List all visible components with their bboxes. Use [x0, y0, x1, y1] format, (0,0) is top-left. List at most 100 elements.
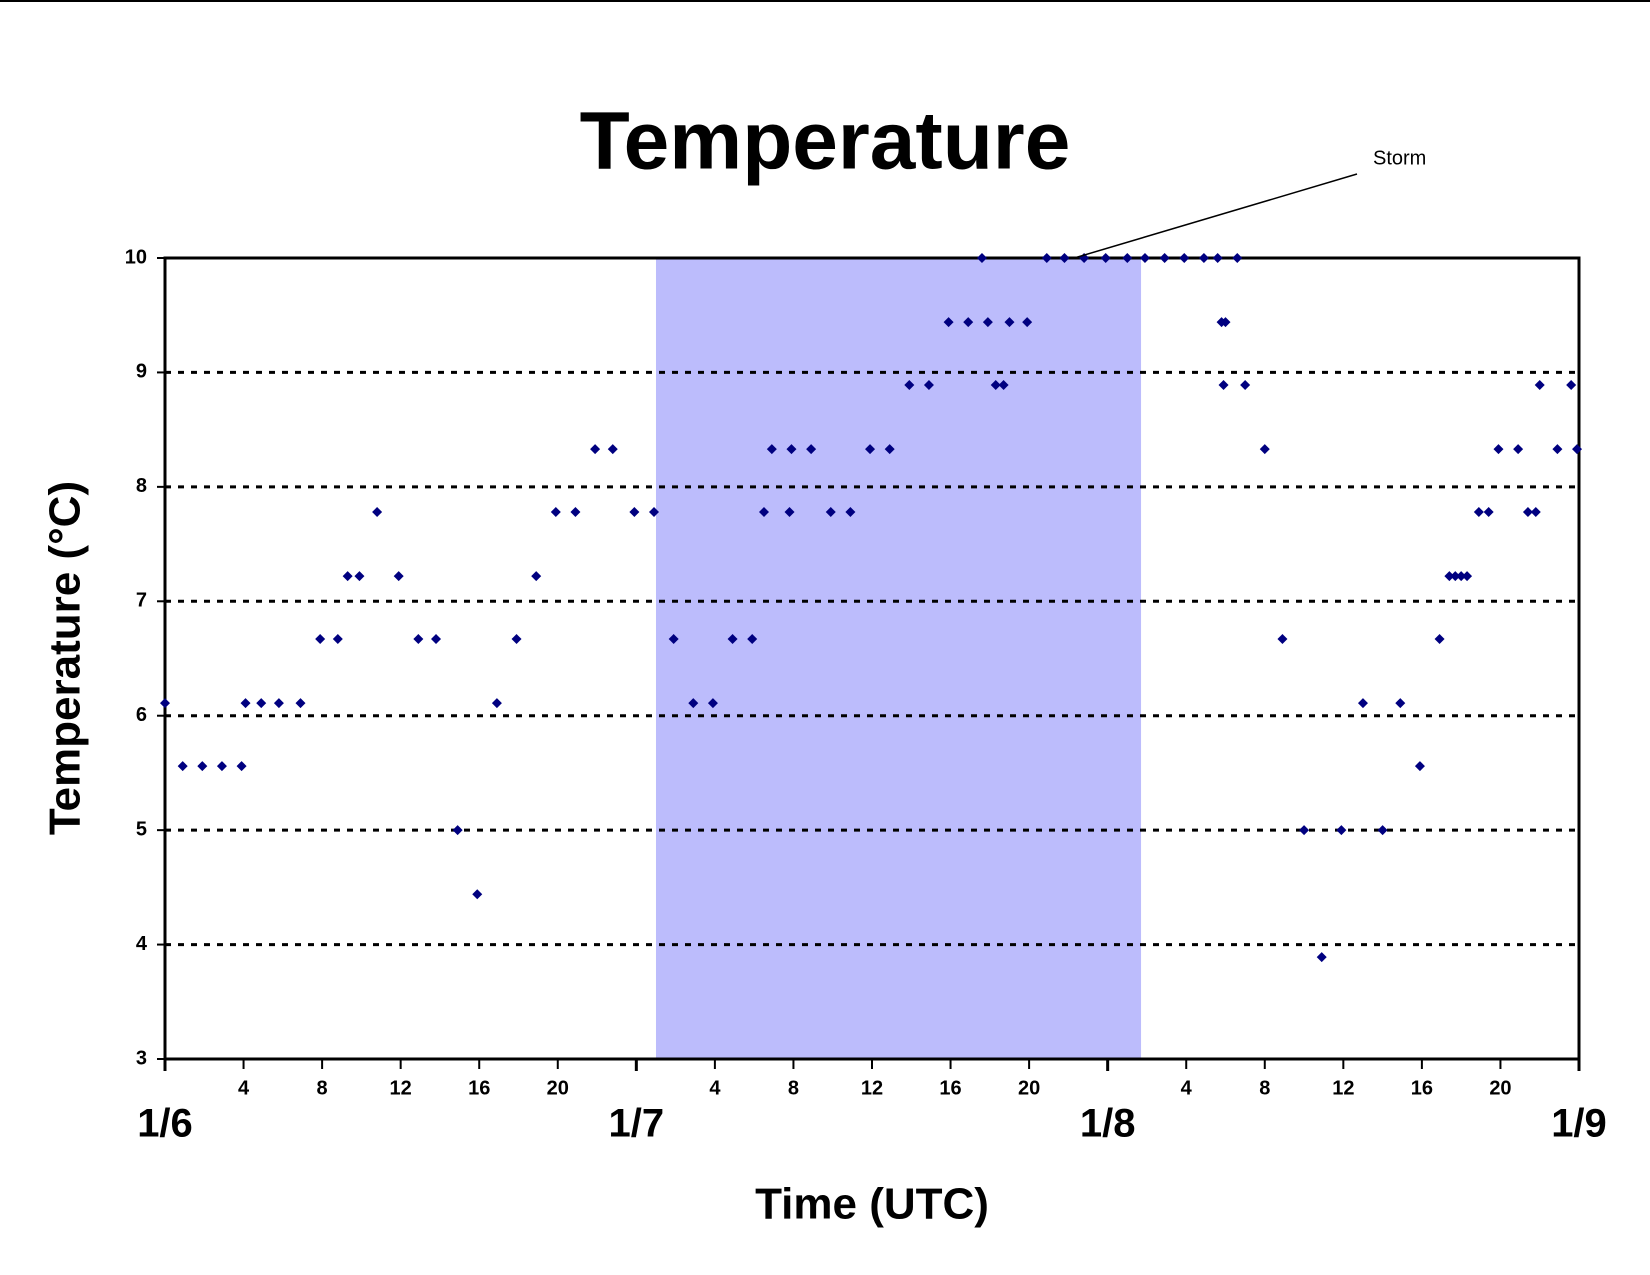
point: [1022, 317, 1033, 328]
point: [511, 634, 522, 645]
point: [1434, 634, 1445, 645]
point: [707, 698, 718, 709]
point: [727, 634, 738, 645]
point: [784, 507, 795, 518]
x-tick-label: 20: [1489, 1077, 1511, 1099]
point: [1218, 380, 1229, 391]
point: [332, 634, 343, 645]
y-tick-label: 7: [136, 590, 147, 612]
point: [1316, 952, 1327, 963]
point: [998, 380, 1009, 391]
point: [472, 889, 483, 900]
point: [1513, 444, 1524, 455]
point: [590, 444, 601, 455]
x-tick-label: 16: [1411, 1077, 1433, 1099]
point: [976, 253, 987, 263]
point: [1566, 380, 1577, 391]
point: [786, 444, 797, 455]
point: [393, 571, 404, 582]
x-axis-title: Time (UTC): [755, 1180, 989, 1229]
point: [884, 444, 895, 455]
x-tick-label: 8: [1259, 1077, 1270, 1099]
point: [1232, 253, 1243, 263]
point: [570, 507, 581, 518]
point: [1572, 444, 1583, 455]
point: [1198, 253, 1209, 263]
point: [1159, 253, 1170, 263]
x-tick-label: 12: [390, 1077, 412, 1099]
point: [315, 634, 326, 645]
point: [1277, 634, 1288, 645]
point: [1377, 825, 1388, 836]
x-tick-label: 12: [861, 1077, 883, 1099]
point: [1414, 761, 1425, 772]
point: [1395, 698, 1406, 709]
point: [1456, 571, 1467, 582]
point: [1100, 253, 1111, 263]
y-tick-label: 4: [136, 933, 148, 955]
x-tick-label: 4: [238, 1077, 250, 1099]
annotation-label: Storm: [1373, 147, 1426, 169]
x-tick-label: 4: [1181, 1077, 1193, 1099]
point: [1522, 507, 1533, 518]
x-tick-label: 20: [547, 1077, 569, 1099]
point: [273, 698, 284, 709]
point: [1004, 317, 1015, 328]
date-label: 1/6: [137, 1102, 193, 1146]
point: [1462, 571, 1473, 582]
point: [216, 761, 227, 772]
x-tick-label: 16: [468, 1077, 490, 1099]
chart-title: Temperature: [580, 96, 1071, 187]
y-tick-label: 9: [136, 361, 147, 383]
point: [1336, 825, 1347, 836]
point: [372, 507, 383, 518]
date-label: 1/9: [1551, 1102, 1607, 1146]
point: [177, 761, 188, 772]
point: [413, 634, 424, 645]
date-label: 1/8: [1080, 1102, 1136, 1146]
point: [629, 507, 640, 518]
point: [1552, 444, 1563, 455]
point: [1299, 825, 1310, 836]
y-tick-label: 10: [125, 246, 147, 268]
x-tick-label: 16: [939, 1077, 961, 1099]
point: [766, 444, 777, 455]
point: [904, 380, 915, 391]
point: [1179, 253, 1190, 263]
point: [1212, 253, 1223, 263]
point: [240, 698, 251, 709]
point: [1530, 507, 1541, 518]
point: [963, 317, 974, 328]
point: [1473, 507, 1484, 518]
point: [452, 825, 463, 836]
point: [342, 571, 353, 582]
point: [1493, 444, 1504, 455]
x-tick-label: 8: [788, 1077, 799, 1099]
plot-border: [163, 256, 1581, 1061]
point: [943, 317, 954, 328]
point: [982, 317, 993, 328]
point: [1450, 571, 1461, 582]
point: [550, 507, 561, 518]
point: [1240, 380, 1251, 391]
point: [491, 698, 502, 709]
point: [758, 507, 769, 518]
x-tick-label: 12: [1332, 1077, 1354, 1099]
point: [1357, 698, 1368, 709]
point: [688, 698, 699, 709]
point: [923, 380, 934, 391]
point: [295, 698, 306, 709]
point: [1220, 317, 1231, 328]
y-tick-label: 8: [136, 475, 147, 497]
point: [1041, 253, 1052, 263]
point: [990, 380, 1001, 391]
x-tick-label: 4: [709, 1077, 721, 1099]
point: [1139, 253, 1150, 263]
point: [825, 507, 836, 518]
y-tick-label: 5: [136, 818, 147, 840]
y-tick-label: 6: [136, 704, 147, 726]
x-tick-label: 20: [1018, 1077, 1040, 1099]
point: [865, 444, 876, 455]
